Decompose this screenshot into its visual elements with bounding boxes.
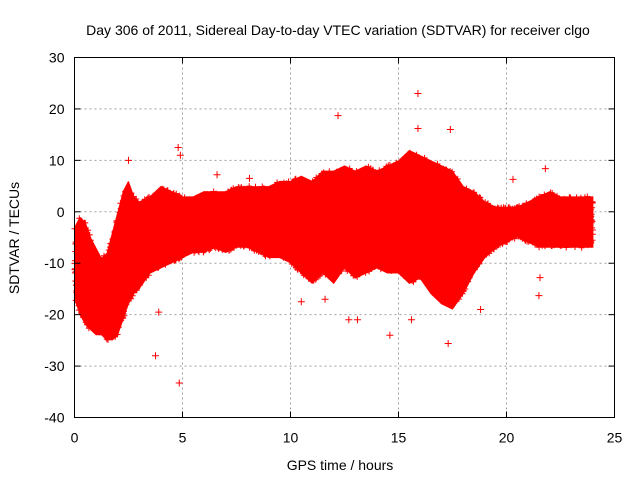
y-tick-label: -40 — [44, 410, 64, 426]
y-tick-label: -20 — [44, 307, 64, 323]
outlier-point — [353, 316, 361, 324]
tick-layer: 0 5 10 15 20 25 -40 -30 -20 -10 0 10 20 30 — [44, 50, 622, 446]
chart-title: Day 306 of 2011, Sidereal Day-to-day VTE… — [86, 22, 590, 38]
outlier-point — [321, 295, 329, 303]
outlier-point — [541, 165, 549, 173]
y-tick-label: 0 — [57, 204, 65, 220]
x-tick-label: 0 — [71, 430, 79, 446]
y-tick-label: -30 — [44, 358, 64, 374]
outlier-point — [175, 379, 183, 387]
y-tick-label: 20 — [49, 101, 65, 117]
outlier-point — [152, 352, 159, 360]
outlier-point — [155, 308, 163, 316]
x-tick-label: 25 — [607, 430, 623, 446]
y-tick-label: -10 — [44, 255, 64, 271]
outlier-point — [536, 274, 544, 282]
y-tick-label: 10 — [49, 152, 65, 168]
outlier-point — [509, 175, 517, 183]
data-layer — [71, 90, 596, 387]
x-tick-label: 20 — [499, 430, 515, 446]
x-tick-label: 15 — [391, 430, 407, 446]
y-tick-label: 30 — [49, 50, 65, 66]
outlier-point — [407, 316, 415, 324]
outlier-point — [444, 339, 452, 347]
outlier-point — [535, 292, 543, 300]
y-axis-label: SDTVAR / TECUs — [6, 182, 22, 294]
outlier-point — [245, 174, 253, 182]
x-axis-label: GPS time / hours — [287, 457, 394, 473]
outlier-point — [213, 171, 221, 179]
outlier-point — [414, 124, 422, 132]
outlier-point — [477, 306, 485, 313]
x-tick-label: 5 — [179, 430, 187, 446]
outlier-point — [174, 144, 182, 151]
outlier-point — [414, 90, 422, 97]
x-tick-label: 10 — [283, 430, 299, 446]
outlier-point — [345, 316, 353, 324]
plot-frame — [74, 57, 615, 418]
outlier-point — [176, 151, 184, 159]
outlier-point — [125, 156, 132, 164]
outlier-point — [297, 298, 305, 306]
series-sdtvar — [71, 149, 596, 343]
outlier-point — [386, 331, 394, 339]
outlier-point — [446, 126, 454, 133]
outlier-point — [334, 112, 342, 120]
